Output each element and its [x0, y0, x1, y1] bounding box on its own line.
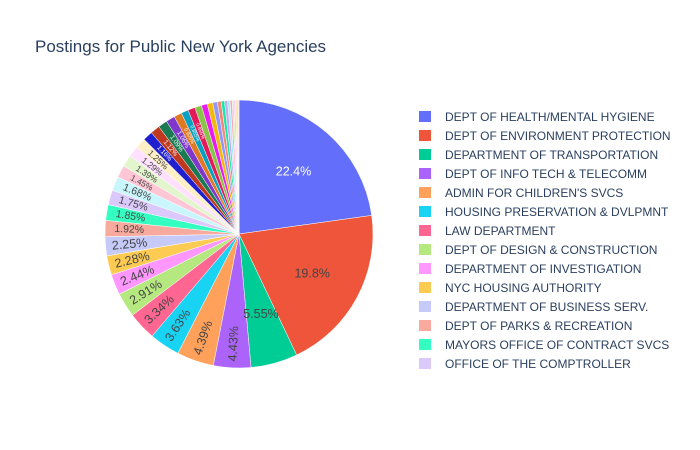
legend-swatch	[419, 130, 431, 141]
legend-swatch	[419, 320, 431, 331]
pie-slices	[104, 99, 374, 369]
legend-label: DEPARTMENT OF INVESTIGATION	[445, 262, 641, 276]
legend-label: DEPT OF INFO TECH & TELECOMM	[445, 167, 647, 181]
pie-slice-label: 4.43%	[225, 326, 241, 362]
legend-item[interactable]: OFFICE OF THE COMPTROLLER	[419, 357, 631, 371]
legend-swatch	[419, 111, 431, 122]
legend-swatch	[419, 263, 431, 274]
chart-title: Postings for Public New York Agencies	[35, 37, 326, 56]
legend-item[interactable]: NYC HOUSING AUTHORITY	[419, 281, 602, 295]
legend-swatch	[419, 187, 431, 198]
pie-slice[interactable]	[238, 215, 374, 356]
pie-slice-label: 22.4%	[276, 164, 311, 178]
legend-label: DEPT OF ENVIRONMENT PROTECTION	[445, 129, 671, 143]
pie-slice[interactable]	[238, 99, 372, 235]
legend-label: DEPT OF DESIGN & CONSTRUCTION	[445, 243, 657, 257]
legend-label: DEPT OF PARKS & RECREATION	[445, 319, 632, 333]
pie-slice[interactable]	[237, 99, 240, 235]
legend-swatch	[419, 282, 431, 293]
pie-slice-label: 1.92%	[114, 223, 144, 236]
legend-swatch	[419, 339, 431, 350]
legend-swatch	[419, 244, 431, 255]
legend-swatch	[419, 168, 431, 179]
legend-item[interactable]: ADMIN FOR CHILDREN'S SVCS	[419, 186, 623, 200]
legend-label: ADMIN FOR CHILDREN'S SVCS	[445, 186, 623, 200]
pie-slice-label: 1.85%	[115, 208, 146, 225]
legend-label: DEPARTMENT OF TRANSPORTATION	[445, 148, 658, 162]
legend-label: LAW DEPARTMENT	[445, 224, 556, 238]
legend-item[interactable]: DEPT OF PARKS & RECREATION	[419, 319, 632, 333]
legend-label: HOUSING PRESERVATION & DVLPMNT	[445, 205, 669, 219]
legend-swatch	[419, 225, 431, 236]
legend-item[interactable]: DEPT OF ENVIRONMENT PROTECTION	[419, 129, 671, 143]
legend-item[interactable]: DEPT OF INFO TECH & TELECOMM	[419, 167, 647, 181]
pie-slice-label: 2.25%	[111, 236, 148, 253]
legend-item[interactable]: DEPARTMENT OF INVESTIGATION	[419, 262, 641, 276]
legend-swatch	[419, 149, 431, 160]
legend-swatch	[419, 301, 431, 312]
legend-item[interactable]: HOUSING PRESERVATION & DVLPMNT	[419, 205, 669, 219]
legend-item[interactable]: DEPARTMENT OF BUSINESS SERV.	[419, 300, 648, 314]
legend: DEPT OF HEALTH/MENTAL HYGIENE DEPT OF ENV…	[419, 110, 671, 371]
legend-swatch	[419, 358, 431, 369]
legend-item[interactable]: DEPARTMENT OF TRANSPORTATION	[419, 148, 658, 162]
pie-slice-label: 0.855%	[194, 122, 206, 141]
legend-label: DEPT OF HEALTH/MENTAL HYGIENE	[445, 110, 655, 124]
legend-item[interactable]: DEPT OF HEALTH/MENTAL HYGIENE	[419, 110, 655, 124]
legend-label: NYC HOUSING AUTHORITY	[445, 281, 602, 295]
legend-item[interactable]: MAYORS OFFICE OF CONTRACT SVCS	[419, 338, 669, 352]
legend-item[interactable]: LAW DEPARTMENT	[419, 224, 556, 238]
legend-label: DEPARTMENT OF BUSINESS SERV.	[445, 300, 648, 314]
legend-item[interactable]: DEPT OF DESIGN & CONSTRUCTION	[419, 243, 657, 257]
pie-slice-label: 19.8%	[294, 266, 329, 280]
legend-label: OFFICE OF THE COMPTROLLER	[445, 357, 631, 371]
legend-label: MAYORS OFFICE OF CONTRACT SVCS	[445, 338, 669, 352]
legend-swatch	[419, 206, 431, 217]
pie-slice-label: 5.55%	[243, 307, 278, 321]
